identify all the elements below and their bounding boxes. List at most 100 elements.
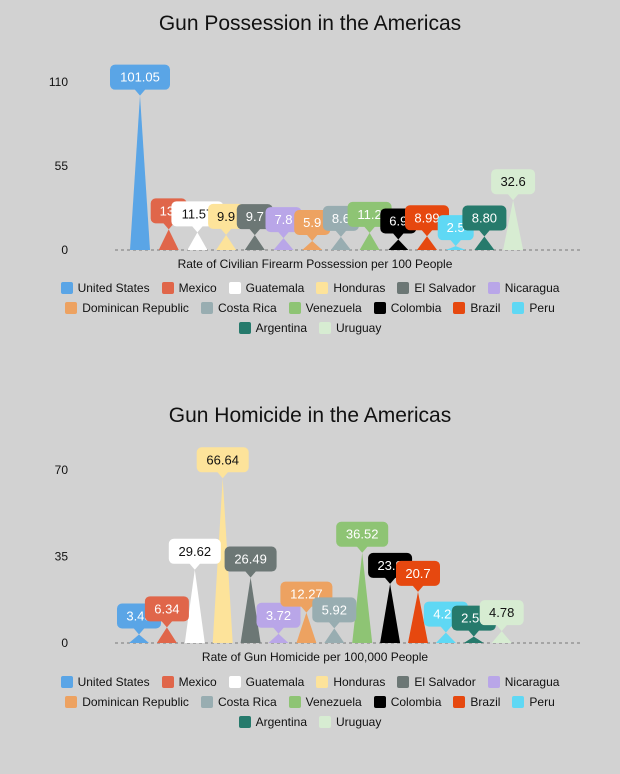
spike-brazil[interactable]: [408, 591, 428, 643]
svg-text:8.80: 8.80: [472, 211, 497, 226]
legend-item-argentina[interactable]: Argentina: [238, 715, 307, 729]
legend-item-brazil[interactable]: Brazil: [453, 695, 500, 709]
spike-dominican-republic[interactable]: [296, 612, 317, 643]
legend-item-venezuela[interactable]: Venezuela: [288, 695, 362, 709]
svg-text:4.78: 4.78: [489, 605, 514, 620]
spike-argentina[interactable]: [463, 636, 484, 643]
data-label-brazil: 20.7: [396, 560, 440, 592]
data-label-honduras: 66.64: [196, 447, 249, 479]
legend-swatch: [60, 676, 73, 688]
legend-item-united-states[interactable]: United States: [60, 281, 150, 295]
spike-colombia[interactable]: [380, 583, 401, 643]
legend-item-colombia[interactable]: Colombia: [373, 301, 441, 315]
svg-text:12.27: 12.27: [290, 587, 323, 602]
spike-nicaragua[interactable]: [268, 633, 289, 643]
spike-costa-rica[interactable]: [324, 628, 345, 643]
data-label-el-salvador: 9.7: [236, 204, 273, 236]
legend-item-uruguay[interactable]: Uruguay: [319, 321, 381, 335]
legend-label: El Salvador: [414, 675, 476, 689]
y-tick-label: 55: [55, 159, 69, 173]
svg-text:29.62: 29.62: [179, 544, 212, 559]
legend-label: Argentina: [255, 321, 307, 335]
spike-honduras[interactable]: [216, 234, 237, 250]
legend-label: Uruguay: [336, 715, 382, 729]
legend-label: Costa Rica: [217, 301, 277, 315]
legend-label: Honduras: [333, 281, 386, 295]
svg-text:6.34: 6.34: [154, 601, 179, 616]
legend-item-el-salvador[interactable]: El Salvador: [397, 675, 476, 689]
spike-uruguay[interactable]: [491, 631, 512, 643]
legend-label: United States: [77, 675, 150, 689]
possession-legend: United States Mexico Guatemala Honduras El S…: [40, 281, 580, 335]
legend-swatch: [316, 676, 329, 688]
spike-venezuela[interactable]: [359, 232, 380, 250]
spike-el-salvador[interactable]: [240, 577, 261, 643]
legend-item-costa-rica[interactable]: Costa Rica: [200, 301, 277, 315]
legend-item-peru[interactable]: Peru: [512, 695, 555, 709]
legend-label: Brazil: [470, 301, 501, 315]
spike-honduras[interactable]: [212, 478, 233, 643]
legend-item-honduras[interactable]: Honduras: [316, 675, 385, 689]
svg-text:11.2: 11.2: [357, 207, 381, 222]
legend-swatch: [200, 302, 213, 314]
svg-text:6.9: 6.9: [389, 213, 407, 228]
spike-brazil[interactable]: [417, 236, 437, 250]
legend-item-guatemala[interactable]: Guatemala: [228, 675, 304, 689]
legend-swatch: [319, 716, 331, 728]
svg-text:7.8: 7.8: [274, 212, 292, 227]
svg-text:66.64: 66.64: [206, 452, 239, 467]
legend-swatch: [238, 716, 251, 728]
legend-item-costa-rica[interactable]: Costa Rica: [200, 695, 277, 709]
legend-item-brazil[interactable]: Brazil: [453, 301, 500, 315]
spike-argentina[interactable]: [474, 236, 495, 250]
legend-item-el-salvador[interactable]: El Salvador: [397, 281, 476, 295]
spike-peru[interactable]: [445, 246, 466, 250]
legend-swatch: [373, 302, 386, 314]
legend-label: Mexico: [178, 675, 217, 689]
legend-item-guatemala[interactable]: Guatemala: [228, 281, 304, 295]
legend-swatch: [228, 676, 241, 688]
legend-swatch: [512, 302, 525, 314]
spike-venezuela[interactable]: [352, 552, 373, 643]
legend-item-mexico[interactable]: Mexico: [161, 675, 217, 689]
homicide-legend: United States Mexico Guatemala Honduras El S…: [40, 675, 580, 729]
data-label-nicaragua: 3.72: [256, 602, 301, 634]
spike-costa-rica[interactable]: [330, 236, 351, 250]
legend-item-venezuela[interactable]: Venezuela: [288, 301, 362, 315]
legend-item-colombia[interactable]: Colombia: [373, 695, 441, 709]
legend-item-united-states[interactable]: United States: [60, 675, 150, 689]
chart-title: Gun Possession in the Americas: [158, 12, 462, 35]
spike-uruguay[interactable]: [503, 200, 524, 250]
data-label-uruguay: 4.78: [479, 600, 524, 632]
spike-dominican-republic[interactable]: [302, 240, 323, 250]
spike-united-states[interactable]: [129, 634, 149, 643]
spike-united-states[interactable]: [130, 95, 150, 250]
spike-guatemala[interactable]: [187, 232, 208, 250]
spike-el-salvador[interactable]: [244, 235, 265, 250]
data-label-costa-rica: 5.92: [312, 597, 357, 629]
legend-item-argentina[interactable]: Argentina: [238, 321, 307, 335]
spike-nicaragua[interactable]: [273, 238, 294, 250]
legend-item-honduras[interactable]: Honduras: [316, 281, 385, 295]
legend-item-uruguay[interactable]: Uruguay: [319, 715, 381, 729]
legend-label: Peru: [529, 695, 555, 709]
legend-label: Peru: [529, 301, 555, 315]
legend-swatch: [60, 282, 73, 294]
data-label-mexico: 6.34: [144, 596, 189, 628]
spike-peru[interactable]: [435, 632, 456, 643]
spike-mexico[interactable]: [158, 229, 179, 250]
legend-item-dominican-republic[interactable]: Dominican Republic: [65, 301, 189, 315]
data-label-united-states: 101.05: [110, 64, 170, 96]
spike-guatemala[interactable]: [184, 569, 205, 643]
legend-item-mexico[interactable]: Mexico: [161, 281, 217, 295]
data-label-uruguay: 32.6: [491, 169, 536, 201]
legend-item-nicaragua[interactable]: Nicaragua: [487, 281, 559, 295]
svg-text:5.9: 5.9: [303, 215, 321, 230]
legend-item-peru[interactable]: Peru: [512, 301, 555, 315]
spike-colombia[interactable]: [388, 239, 409, 250]
spike-mexico[interactable]: [156, 627, 177, 643]
legend-item-dominican-republic[interactable]: Dominican Republic: [65, 695, 189, 709]
chart-title: Gun Homicide in the Americas: [168, 404, 452, 427]
legend-item-nicaragua[interactable]: Nicaragua: [487, 675, 559, 689]
legend-swatch: [238, 322, 251, 334]
